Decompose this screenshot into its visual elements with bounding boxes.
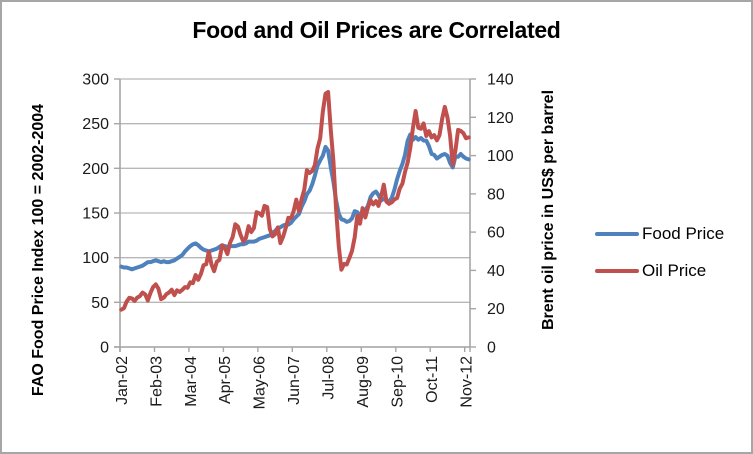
svg-text:0: 0 xyxy=(487,340,496,357)
legend-item-oil-price: Oil Price xyxy=(595,261,724,281)
legend-item-food-price: Food Price xyxy=(595,224,724,244)
svg-text:140: 140 xyxy=(487,72,514,89)
svg-text:Mar-04: Mar-04 xyxy=(183,356,200,407)
svg-text:100: 100 xyxy=(487,148,514,165)
svg-text:Jun-07: Jun-07 xyxy=(286,356,303,405)
svg-text:0: 0 xyxy=(100,340,109,357)
svg-text:250: 250 xyxy=(82,116,109,133)
oil-price-line xyxy=(119,90,471,312)
svg-text:50: 50 xyxy=(91,295,109,312)
svg-text:100: 100 xyxy=(82,250,109,267)
tick-marks xyxy=(114,78,476,352)
svg-text:80: 80 xyxy=(487,186,505,203)
y-right-tick-labels: 0 20 40 60 80 100 120 140 xyxy=(487,72,514,357)
y-left-tick-labels: 0 50 100 150 200 250 300 xyxy=(82,72,109,357)
legend-label-food-price: Food Price xyxy=(642,224,725,243)
svg-text:Sep-10: Sep-10 xyxy=(390,356,407,408)
svg-text:20: 20 xyxy=(487,301,505,318)
chart-title: Food and Oil Prices are Correlated xyxy=(192,17,561,43)
svg-text:300: 300 xyxy=(82,72,109,89)
svg-text:200: 200 xyxy=(82,161,109,178)
svg-text:40: 40 xyxy=(487,263,505,280)
svg-text:Oct-11: Oct-11 xyxy=(424,356,441,403)
svg-text:120: 120 xyxy=(487,110,514,127)
food-price-line-swatch xyxy=(595,232,639,236)
svg-text:Feb-03: Feb-03 xyxy=(148,356,165,407)
svg-text:Nov-12: Nov-12 xyxy=(459,356,476,408)
svg-text:Jul-08: Jul-08 xyxy=(321,356,338,400)
legend: Food Price Oil Price xyxy=(595,224,724,281)
svg-text:Aug-09: Aug-09 xyxy=(355,356,372,408)
svg-text:Jan-02: Jan-02 xyxy=(114,356,131,405)
svg-text:60: 60 xyxy=(487,225,505,242)
svg-text:Apr-05: Apr-05 xyxy=(217,356,234,404)
oil-price-line-swatch xyxy=(595,269,639,273)
svg-text:150: 150 xyxy=(82,206,109,223)
x-tick-labels: Jan-02 Feb-03 Mar-04 Apr-05 May-06 Jun-07 Jul-… xyxy=(114,356,476,409)
svg-text:May-06: May-06 xyxy=(252,356,269,409)
legend-label-oil-price: Oil Price xyxy=(642,261,707,280)
